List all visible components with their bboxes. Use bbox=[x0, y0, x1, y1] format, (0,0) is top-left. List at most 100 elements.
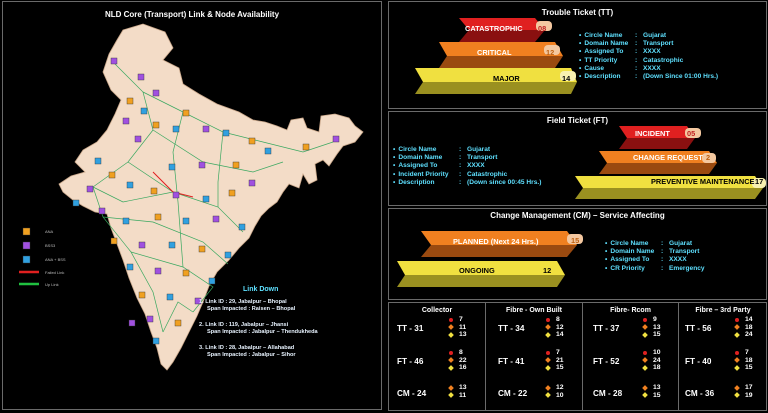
red-dot-icon bbox=[546, 317, 550, 322]
link-down-item[interactable]: 3. Link ID : 28, Jabalpur – Allahabad Sp… bbox=[199, 345, 296, 358]
orange-diamond-icon bbox=[545, 324, 551, 331]
ft-change-request-count: 2 bbox=[706, 153, 711, 162]
yellow-diamond-icon bbox=[734, 365, 740, 371]
orange-diamond-icon bbox=[448, 357, 454, 364]
tt-detail-row: Description:(Down Since 01:00 Hrs.) bbox=[579, 73, 718, 81]
stats-column-fibre-3rd-party[interactable]: Fibre – 3rd Party TT - 56 14 18 24 FT - … bbox=[679, 303, 767, 411]
stats-cm-label: CM - 22 bbox=[498, 389, 528, 398]
stats-tt-label: TT - 31 bbox=[397, 324, 424, 333]
stats-column-title: Fibre – 3rd Party bbox=[695, 307, 751, 314]
tt-critical-count: 12 bbox=[546, 48, 555, 57]
india-outline bbox=[58, 23, 364, 371]
tt-details: Circle Name:Gujarat Domain Name:Transpor… bbox=[579, 32, 718, 81]
link-down-item[interactable]: 1. Link ID : 29, Jabalpur – Bhopal Span … bbox=[199, 299, 296, 312]
stats-tt-label: TT - 34 bbox=[498, 324, 525, 333]
yellow-diamond-icon bbox=[448, 365, 454, 371]
tt-detail-row: Domain Name:Transport bbox=[579, 40, 718, 48]
tt-catastrophic-count: 08 bbox=[538, 24, 547, 33]
india-map[interactable] bbox=[3, 2, 383, 411]
stats-tt-values: 8 12 14 bbox=[545, 316, 564, 339]
stats-column-fibre-own-built[interactable]: Fibre - Own Built TT - 34 8 12 14 FT - 4… bbox=[486, 303, 582, 411]
stats-ft-values: 7 21 15 bbox=[545, 349, 564, 372]
ft-change-request-label[interactable]: CHANGE REQUEST bbox=[633, 153, 703, 162]
stats-tt-values: 7 11 13 bbox=[448, 316, 467, 339]
stats-column-collector[interactable]: Collector TT - 31 7 11 13 FT - 46 8 22 1… bbox=[389, 303, 485, 411]
legend-label-ana: ANA bbox=[45, 229, 54, 234]
red-dot-icon bbox=[449, 317, 453, 322]
stats-cm-values: 12 10 bbox=[545, 384, 564, 399]
stats-tt-values: 14 18 24 bbox=[734, 316, 753, 339]
orange-diamond-icon bbox=[448, 324, 454, 331]
legend-label-bss3: BSS3 bbox=[45, 243, 56, 248]
red-dot-icon bbox=[735, 317, 739, 322]
stats-ft-values: 8 22 16 bbox=[448, 349, 467, 372]
tt-catastrophic-label[interactable]: CATASTROPHIC bbox=[465, 24, 523, 33]
yellow-diamond-icon bbox=[734, 392, 740, 399]
stats-column-title: Fibre - Own Built bbox=[506, 307, 562, 314]
ft-detail-row: Domain Name:Transport bbox=[393, 154, 541, 162]
stats-tt-label: TT - 37 bbox=[593, 324, 620, 333]
cm-detail-row: Circle Name:Gujarat bbox=[605, 240, 705, 248]
stats-column-title: Fibre- Rcom bbox=[610, 307, 651, 314]
tt-detail-row: TT Priority:Catastrophic bbox=[579, 57, 718, 65]
ft-preventive-maintenance-label[interactable]: PREVENTIVE MAINTENANCE bbox=[651, 177, 755, 186]
cm-planned-count: 15 bbox=[571, 236, 580, 245]
orange-diamond-icon bbox=[545, 357, 551, 364]
red-dot-icon bbox=[546, 350, 550, 355]
stats-ft-label: FT - 40 bbox=[685, 357, 712, 366]
stats-ft-label: FT - 52 bbox=[593, 357, 620, 366]
red-dot-icon bbox=[735, 350, 739, 355]
stats-tt-values: 9 13 15 bbox=[642, 316, 661, 339]
tt-critical-label[interactable]: CRITICAL bbox=[477, 48, 512, 57]
ft-detail-row: Circle Name:Gujarat bbox=[393, 146, 541, 154]
map-panel-title: NLD Core (Transport) Link & Node Availab… bbox=[104, 10, 280, 19]
yellow-diamond-icon bbox=[642, 365, 648, 371]
yellow-diamond-icon bbox=[545, 332, 551, 338]
yellow-diamond-icon bbox=[545, 392, 551, 399]
legend-label-ana-bss: ANA + BSS bbox=[45, 257, 66, 262]
tt-detail-row: Assigned To:XXXX bbox=[579, 48, 718, 56]
yellow-diamond-icon bbox=[448, 332, 454, 338]
stats-cm-label: CM - 28 bbox=[593, 389, 623, 398]
yellow-diamond-icon bbox=[545, 365, 551, 371]
orange-diamond-icon bbox=[642, 384, 648, 391]
change-management-title: Change Management (CM) – Service Affecti… bbox=[490, 211, 665, 220]
orange-diamond-icon bbox=[545, 384, 551, 391]
cm-ongoing-label[interactable]: ONGOING bbox=[459, 266, 495, 275]
ft-detail-row: Assigned To:XXXX bbox=[393, 162, 541, 170]
stats-divider bbox=[678, 303, 679, 411]
yellow-diamond-icon bbox=[448, 392, 454, 399]
cm-planned-label[interactable]: PLANNED (Next 24 Hrs.) bbox=[453, 237, 539, 246]
yellow-diamond-icon bbox=[642, 332, 648, 338]
stats-ft-label: FT - 46 bbox=[397, 357, 424, 366]
ft-incident-count: 05 bbox=[687, 129, 696, 138]
tt-major-label[interactable]: MAJOR bbox=[493, 74, 520, 83]
orange-diamond-icon bbox=[642, 324, 648, 331]
cm-detail-row: CR Priority:Emergency bbox=[605, 265, 704, 273]
yellow-diamond-icon bbox=[734, 332, 740, 338]
cm-pyramid bbox=[397, 231, 583, 287]
tt-detail-row: Cause:XXXX bbox=[579, 65, 718, 73]
link-down-list: 1. Link ID : 29, Jabalpur – Bhopal Span … bbox=[199, 299, 318, 359]
ft-preventive-maintenance-count: 17 bbox=[755, 177, 764, 186]
change-management-panel: Change Management (CM) – Service Affecti… bbox=[388, 208, 767, 300]
ft-pyramid bbox=[575, 126, 766, 199]
stats-ft-values: 7 18 15 bbox=[734, 349, 753, 372]
stats-column-fibre-rcom[interactable]: Fibre- Rcom TT - 37 9 13 15 FT - 52 10 2… bbox=[583, 303, 678, 411]
cm-detail-row: Domain Name:Transport bbox=[605, 248, 705, 256]
ft-details: Circle Name:Gujarat Domain Name:Transpor… bbox=[393, 146, 541, 187]
field-ticket-title: Field Ticket (FT) bbox=[546, 116, 609, 125]
ft-incident-label[interactable]: INCIDENT bbox=[635, 129, 670, 138]
link-down-item[interactable]: 2. Link ID : 119, Jabalpur – Jhansi Span… bbox=[199, 322, 318, 335]
red-dot-icon bbox=[643, 317, 647, 322]
map-legend-swatches bbox=[19, 227, 39, 286]
orange-diamond-icon bbox=[734, 357, 740, 364]
stats-cm-values: 13 15 bbox=[642, 384, 661, 399]
tt-detail-row: Circle Name:Gujarat bbox=[579, 32, 718, 40]
field-ticket-panel: Field Ticket (FT) Circle Name:Gujarat Do… bbox=[388, 111, 767, 206]
stats-tt-label: TT - 56 bbox=[685, 324, 712, 333]
cm-detail-row: Assigned To:XXXX bbox=[605, 256, 705, 264]
stats-panel: Collector TT - 31 7 11 13 FT - 46 8 22 1… bbox=[388, 302, 767, 411]
stats-cm-label: CM - 24 bbox=[397, 389, 427, 398]
stats-divider bbox=[485, 303, 486, 411]
